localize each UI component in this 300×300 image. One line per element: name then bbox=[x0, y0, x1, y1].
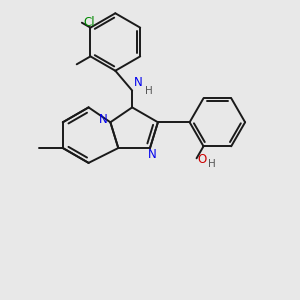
Text: H: H bbox=[145, 85, 153, 96]
Text: N: N bbox=[148, 148, 156, 161]
Text: H: H bbox=[208, 159, 216, 169]
Text: Cl: Cl bbox=[84, 16, 95, 29]
Text: O: O bbox=[198, 153, 207, 166]
Text: N: N bbox=[99, 113, 108, 126]
Text: N: N bbox=[134, 76, 143, 88]
